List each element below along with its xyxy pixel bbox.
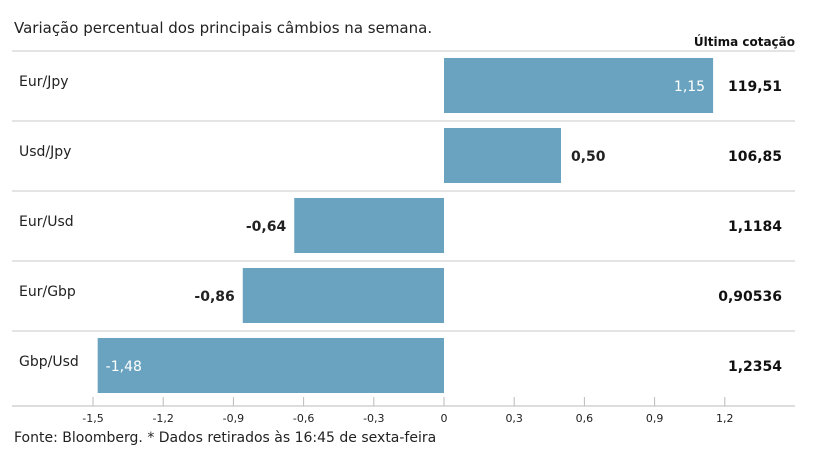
bar [444, 128, 561, 183]
value-label: -1,48 [106, 359, 142, 375]
category-label: Usd/Jpy [19, 144, 71, 160]
x-tick-label: 0,6 [576, 412, 594, 425]
x-tick-label: 0,9 [646, 412, 664, 425]
category-label: Eur/Jpy [19, 74, 69, 90]
value-label: -0,86 [194, 289, 234, 305]
x-tick-label: -0,6 [293, 412, 314, 425]
value-label: -0,64 [246, 219, 287, 235]
category-label: Eur/Usd [19, 214, 74, 230]
last-quote-header: Última cotação [694, 34, 795, 49]
x-tick-label: -0,3 [363, 412, 384, 425]
footer-source: Fonte: Bloomberg. * Dados retirados às 1… [14, 430, 436, 446]
last-quote-value: 0,90536 [718, 289, 782, 305]
value-label: 1,15 [674, 79, 705, 95]
last-quote-value: 106,85 [728, 149, 782, 165]
last-quote-value: 119,51 [728, 79, 782, 95]
x-tick-label: 0 [441, 412, 448, 425]
value-label: 0,50 [571, 149, 606, 165]
bar [294, 198, 444, 253]
last-quote-value: 1,2354 [728, 359, 782, 375]
category-label: Eur/Gbp [19, 284, 76, 300]
x-tick-label: -1,5 [82, 412, 103, 425]
bar [242, 268, 444, 323]
bar [444, 58, 714, 113]
x-tick-label: 0,3 [505, 412, 523, 425]
chart-title: Variação percentual dos principais câmbi… [14, 19, 432, 37]
x-tick-label: -0,9 [223, 412, 244, 425]
last-quote-value: 1,1184 [728, 219, 782, 235]
category-label: Gbp/Usd [19, 354, 79, 370]
bar [97, 338, 445, 393]
x-tick-label: -1,2 [152, 412, 173, 425]
x-tick-label: 1,2 [716, 412, 734, 425]
